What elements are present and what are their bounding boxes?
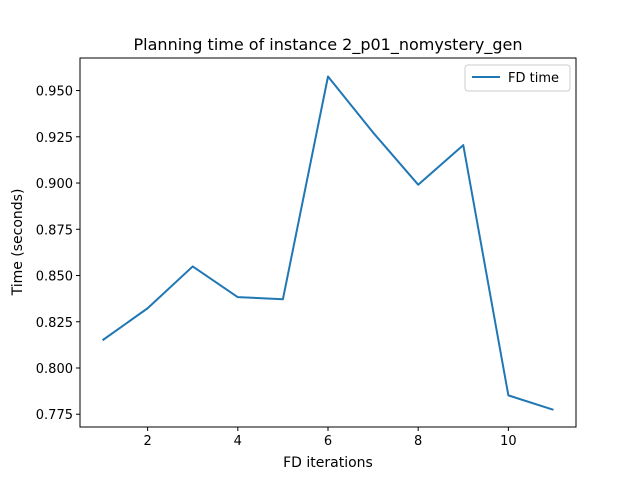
x-axis-label: FD iterations (283, 455, 373, 471)
x-tick-label: 2 (143, 434, 151, 449)
x-axis-ticks: 2 4 6 8 10 (143, 427, 517, 449)
legend: FD time (464, 64, 571, 92)
y-tick-label: 0.775 (36, 408, 73, 423)
y-tick-label: 0.850 (36, 270, 73, 285)
y-tick-label: 0.925 (36, 131, 73, 146)
series-layer (101, 75, 554, 411)
plot-frame (79, 57, 577, 428)
y-axis-label: Time (seconds) (10, 189, 26, 297)
y-tick-label: 0.900 (36, 177, 73, 192)
chart-title: Planning time of instance 2_p01_nomyster… (134, 35, 523, 55)
y-tick-label: 0.800 (36, 362, 73, 377)
y-axis-ticks: 0.775 0.800 0.825 0.850 0.875 0.900 0.925 0.950 (36, 85, 80, 423)
series-line-fd-time (101, 75, 554, 411)
y-tick-label: 0.875 (36, 223, 73, 238)
x-tick-label: 6 (324, 434, 332, 449)
y-tick-label: 0.825 (36, 316, 73, 331)
x-tick-label: 4 (234, 434, 242, 449)
legend-box (464, 64, 571, 92)
x-tick-label: 10 (500, 434, 517, 449)
y-tick-label: 0.950 (36, 85, 73, 100)
legend-label: FD time (508, 71, 559, 86)
x-tick-label: 8 (414, 434, 422, 449)
